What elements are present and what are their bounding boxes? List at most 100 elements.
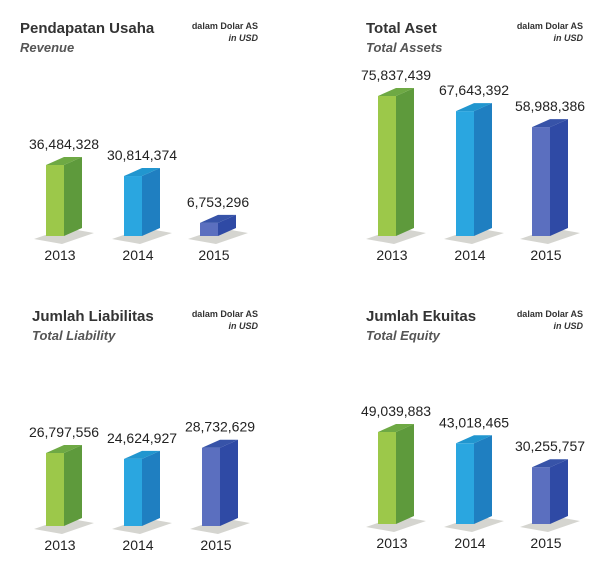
bar-side-face — [142, 450, 160, 526]
bar-2013 — [34, 445, 94, 534]
data-label-2014: 24,624,927 — [107, 430, 177, 446]
unit-note: dalam Dolar AS in USD — [188, 308, 258, 332]
bar-top-face — [378, 88, 414, 96]
bar-front-face — [124, 176, 142, 236]
x-tick-label-2015: 2015 — [530, 247, 561, 263]
data-label-2014: 43,018,465 — [439, 414, 509, 430]
bar-2014 — [444, 103, 504, 244]
bar-2013 — [34, 157, 94, 244]
bar-2015 — [188, 214, 248, 244]
bar-top-face — [456, 435, 492, 444]
bar-front-face — [532, 467, 550, 524]
bar-2014 — [444, 435, 504, 532]
unit-note: dalam Dolar AS in USD — [188, 20, 258, 44]
chart-title: Jumlah Ekuitas — [366, 308, 477, 325]
x-tick-label-2014: 2014 — [454, 247, 485, 263]
data-label-2015: 28,732,629 — [185, 419, 255, 435]
bar-2015 — [190, 439, 250, 534]
total-equity-chart-panel: Jumlah Ekuitas Total Equity dalam Dolar … — [361, 308, 609, 588]
bar-top-face — [200, 214, 236, 223]
bar-top-face — [456, 103, 492, 112]
unit-note-en: in USD — [228, 33, 258, 43]
unit-note-en: in USD — [553, 33, 583, 43]
bar-top-face — [124, 168, 160, 177]
bar-top-face — [46, 445, 82, 453]
bar-side-face — [474, 435, 492, 524]
bar-2013 — [366, 88, 426, 244]
chart-title: Total Aset — [366, 20, 437, 37]
bar-side-face — [550, 459, 568, 524]
total-liability-chart-panel: Jumlah Liabilitas Total Liability dalam … — [29, 308, 322, 588]
bar-front-face — [46, 453, 64, 526]
chart-title: Jumlah Liabilitas — [32, 308, 154, 325]
bar-top-face — [532, 119, 568, 128]
bar-front-face — [456, 111, 474, 236]
total-equity-chart-svg: 49,039,883 2013 43,018,465 2014 30,255,757 20… — [361, 403, 585, 551]
bar-front-face — [200, 222, 218, 236]
bar-2014 — [112, 168, 172, 244]
bar-front-face — [124, 458, 142, 526]
bar-side-face — [550, 119, 568, 236]
bar-front-face — [202, 447, 220, 526]
unit-note-en: in USD — [228, 321, 258, 331]
bar-top-face — [202, 439, 238, 448]
bar-side-face — [218, 214, 236, 236]
unit-note-id: dalam Dolar AS — [191, 309, 258, 319]
bar-side-face — [142, 168, 160, 236]
bar-2015 — [520, 119, 580, 244]
bar-top-face — [46, 157, 82, 165]
bar-front-face — [46, 165, 64, 236]
data-label-2014: 67,643,392 — [439, 82, 509, 98]
bar-side-face — [64, 157, 82, 236]
bar-top-face — [124, 450, 160, 459]
x-tick-label-2013: 2013 — [44, 247, 75, 263]
bar-2014 — [112, 450, 172, 534]
bar-front-face — [532, 127, 550, 236]
bar-side-face — [64, 445, 82, 526]
unit-note-id: dalam Dolar AS — [516, 309, 583, 319]
chart-subtitle: Total Liability — [32, 328, 116, 343]
total-assets-chart-panel: Total Aset Total Assets dalam Dolar AS i… — [361, 20, 609, 300]
x-tick-label-2014: 2014 — [122, 247, 153, 263]
unit-note-en: in USD — [553, 321, 583, 331]
x-tick-label-2015: 2015 — [200, 537, 231, 553]
bar-top-face — [378, 424, 414, 432]
x-tick-label-2013: 2013 — [376, 247, 407, 263]
revenue-chart-panel: Pendapatan Usaha Revenue dalam Dolar AS … — [20, 20, 310, 300]
chart-title: Pendapatan Usaha — [20, 20, 155, 37]
bar-2013 — [366, 424, 426, 532]
unit-note: dalam Dolar AS in USD — [513, 20, 583, 44]
bar-front-face — [378, 96, 396, 236]
unit-note: dalam Dolar AS in USD — [513, 308, 583, 332]
data-label-2013: 49,039,883 — [361, 403, 431, 419]
x-tick-label-2013: 2013 — [376, 535, 407, 551]
bar-side-face — [220, 439, 238, 526]
chart-subtitle: Revenue — [20, 40, 75, 55]
x-tick-label-2015: 2015 — [198, 247, 229, 263]
data-label-2015: 58,988,386 — [515, 98, 585, 114]
x-tick-label-2014: 2014 — [122, 537, 153, 553]
data-label-2015: 30,255,757 — [515, 438, 585, 454]
x-tick-label-2015: 2015 — [530, 535, 561, 551]
bar-top-face — [532, 459, 568, 468]
data-label-2013: 36,484,328 — [29, 136, 99, 152]
total-assets-chart-svg: 75,837,439 2013 67,643,392 2014 58,988,386 20… — [361, 67, 585, 263]
chart-subtitle: Total Equity — [366, 328, 440, 343]
total-liability-chart-svg: 26,797,556 2013 24,624,927 2014 28,732,629 20… — [29, 419, 255, 553]
x-tick-label-2013: 2013 — [44, 537, 75, 553]
bar-side-face — [396, 424, 414, 524]
bar-side-face — [474, 103, 492, 237]
chart-subtitle: Total Assets — [366, 40, 443, 55]
revenue-chart-svg: 36,484,328 2013 30,814,374 2014 6,753,296 201… — [29, 136, 249, 263]
data-label-2014: 30,814,374 — [107, 147, 177, 163]
bar-side-face — [396, 88, 414, 236]
bar-front-face — [456, 443, 474, 524]
bar-front-face — [378, 432, 396, 524]
data-label-2013: 75,837,439 — [361, 67, 431, 83]
unit-note-id: dalam Dolar AS — [516, 21, 583, 31]
bar-2015 — [520, 459, 580, 532]
x-tick-label-2014: 2014 — [454, 535, 485, 551]
unit-note-id: dalam Dolar AS — [191, 21, 258, 31]
data-label-2015: 6,753,296 — [187, 194, 249, 210]
data-label-2013: 26,797,556 — [29, 424, 99, 440]
